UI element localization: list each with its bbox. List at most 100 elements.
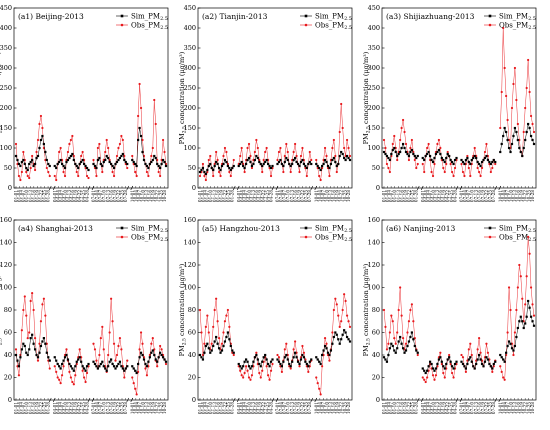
data-point (48, 164, 51, 168)
data-point (288, 362, 291, 366)
data-point (478, 170, 481, 174)
x-tick-label: 01-28 (414, 402, 419, 414)
data-point (200, 356, 203, 359)
data-point (393, 146, 396, 150)
data-point (403, 351, 406, 354)
data-point (31, 292, 34, 295)
data-point (41, 303, 44, 306)
data-point (82, 376, 86, 379)
data-point (292, 356, 295, 359)
x-tick-label: 04-10 (63, 190, 68, 202)
data-point (132, 367, 135, 370)
data-point (494, 360, 497, 363)
x-tick-label: 01-04 (385, 402, 390, 414)
data-point (344, 158, 347, 162)
data-point (427, 365, 430, 368)
axis-break-mark (498, 397, 502, 403)
x-tick-label: 04-25 (449, 190, 454, 202)
legend-label: Sim_PM2.5 (131, 12, 168, 22)
x-tick-label: 07-16 (109, 402, 114, 414)
x-tick-label: 10-10 (324, 190, 329, 202)
data-point (316, 164, 319, 168)
data-point (62, 359, 65, 362)
axis-break-mark (236, 185, 240, 191)
y-tick-label: 0 (192, 396, 196, 404)
data-point (253, 356, 256, 359)
data-point (232, 353, 235, 357)
x-tick-label: 04-22 (77, 402, 82, 414)
data-point (385, 154, 389, 158)
data-point (14, 348, 18, 351)
series-line (93, 298, 128, 378)
x-tick-label: 07-13 (473, 402, 478, 414)
data-point (105, 138, 108, 142)
data-point (264, 160, 267, 164)
x-tick-label: 04-10 (63, 402, 68, 414)
axis-break-mark (52, 185, 56, 191)
data-point (77, 358, 80, 361)
data-point (126, 365, 129, 368)
data-point (110, 297, 113, 300)
data-point (92, 360, 95, 363)
data-point (409, 308, 412, 312)
data-point (134, 387, 137, 390)
x-tick-label: 04-07 (59, 190, 64, 202)
data-point (154, 156, 157, 160)
data-point (323, 158, 327, 162)
x-tick-label: 04-25 (265, 402, 270, 414)
data-point (335, 303, 338, 306)
x-tick-label: 01-25 (410, 402, 415, 414)
x-tick-label: 10-10 (508, 402, 513, 414)
data-point (343, 293, 346, 296)
data-point (413, 154, 416, 158)
data-point (137, 114, 140, 118)
data-point (328, 174, 331, 178)
x-tick-label: 04-13 (435, 402, 440, 414)
x-tick-label: 04-01 (236, 402, 241, 414)
series-line (422, 139, 457, 177)
x-tick-label: 10-25 (526, 190, 531, 202)
x-tick-label: 07-28 (123, 402, 128, 414)
data-point (107, 353, 110, 357)
data-point (87, 362, 90, 366)
data-point (58, 150, 61, 154)
data-point (87, 176, 90, 180)
data-point (239, 369, 242, 372)
data-point (261, 360, 264, 363)
axis-break-mark (494, 185, 498, 191)
data-point (348, 325, 352, 328)
data-point (44, 150, 47, 154)
data-point (461, 160, 465, 164)
data-point (446, 152, 449, 156)
data-point (525, 275, 528, 278)
x-tick-label: 04-22 (77, 190, 82, 202)
x-tick-label: 10-25 (526, 402, 531, 414)
data-point (164, 164, 168, 168)
x-tick-label: 10-16 (516, 402, 521, 414)
x-tick-label: 01-28 (230, 402, 235, 414)
data-point (26, 168, 29, 172)
data-point (409, 335, 412, 339)
x-tick-label: 01-07 (21, 402, 26, 414)
data-point (461, 356, 465, 359)
data-point (276, 162, 279, 166)
x-tick-label: 04-22 (261, 190, 266, 202)
y-tick-label: 400 (184, 24, 196, 32)
x-tick-label: 04-07 (59, 402, 64, 414)
data-point (507, 340, 511, 343)
x-tick-label: 04-13 (67, 402, 72, 414)
y-tick-label: 50 (188, 164, 196, 172)
axis-break-mark (48, 397, 52, 403)
data-point (464, 370, 468, 373)
data-point (217, 166, 221, 170)
x-tick-label: 10-04 (501, 402, 506, 414)
x-tick-label: 04-25 (265, 190, 270, 202)
axis-break-mark (130, 185, 134, 191)
x-tick-label: 10-10 (324, 402, 329, 414)
data-point (144, 367, 147, 370)
x-tick-label: 10-13 (512, 190, 517, 202)
data-point (118, 337, 122, 340)
data-point (118, 156, 122, 160)
y-tick-label: 250 (0, 84, 12, 92)
data-point (345, 314, 349, 317)
